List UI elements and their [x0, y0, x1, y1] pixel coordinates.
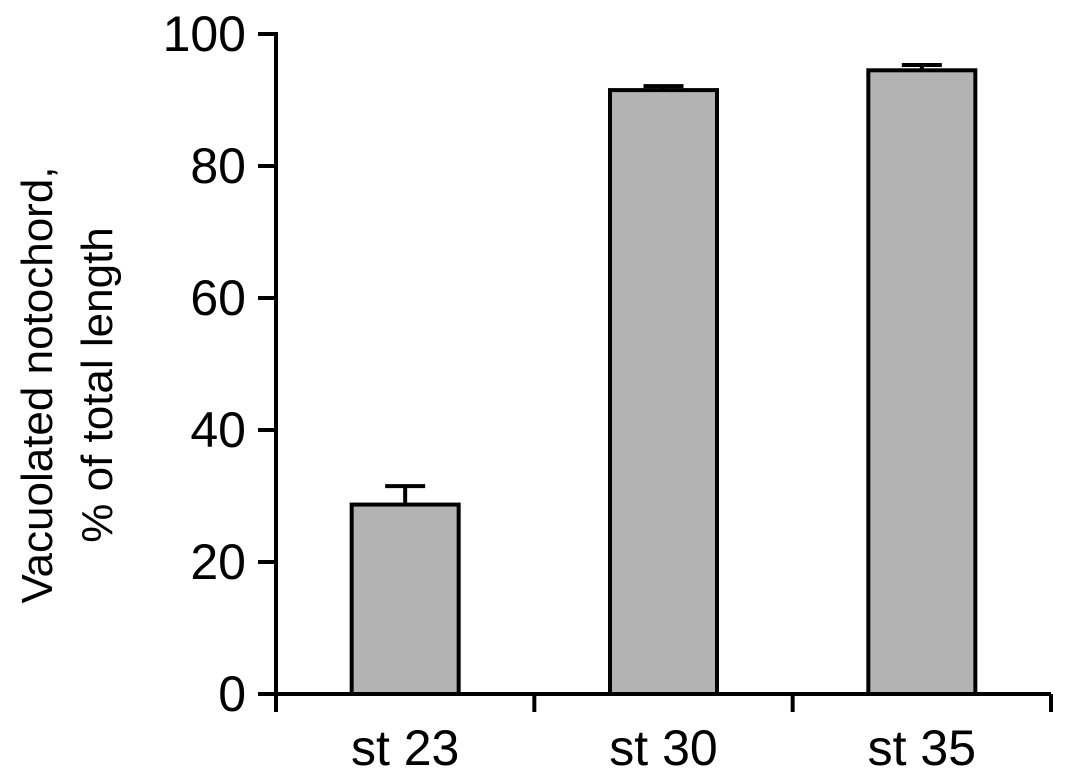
bars-group [349, 68, 978, 697]
y-tick-label-60: 60 [190, 270, 246, 326]
bar-st-35 [866, 68, 978, 697]
x-axis: st 23 st 30 st 35 [258, 692, 1053, 775]
y-axis-title: Vacuolated notochord, % of total length [13, 166, 122, 603]
y-tick-label-100: 100 [163, 6, 246, 62]
y-axis: 0 20 40 60 80 100 [163, 6, 278, 722]
bar-st-30 [608, 88, 719, 697]
x-tick-label-st-35: st 35 [868, 720, 976, 775]
y-tick-label-20: 20 [190, 534, 246, 590]
y-tick-label-80: 80 [190, 138, 246, 194]
y-axis-title-line-2: % of total length [73, 227, 122, 543]
y-axis-title-line-1: Vacuolated notochord, [13, 166, 62, 603]
x-tick-label-st-23: st 23 [351, 720, 459, 775]
bar-st-23 [349, 502, 461, 696]
y-tick-label-40: 40 [190, 402, 246, 458]
error-bars-group [385, 63, 942, 505]
y-tick-label-0: 0 [218, 666, 246, 722]
x-tick-label-st-30: st 30 [609, 720, 717, 775]
